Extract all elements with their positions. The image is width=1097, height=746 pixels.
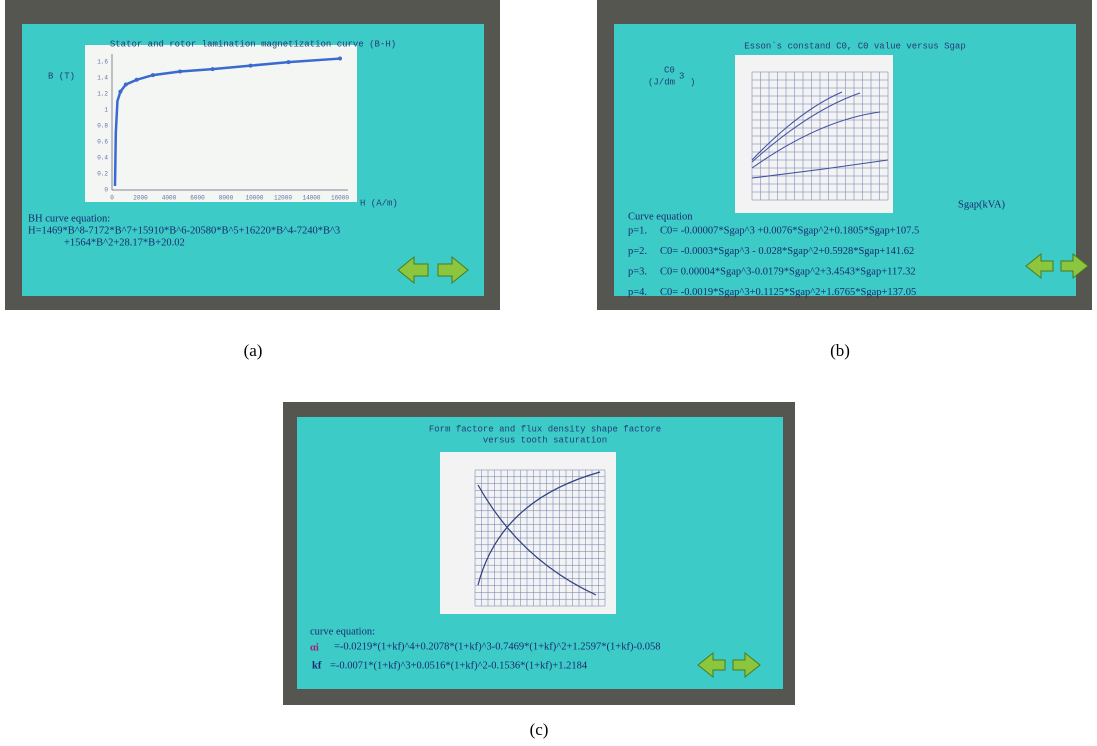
x-tick-label: 6000	[190, 195, 205, 202]
curve-point	[178, 70, 182, 74]
title: Esson`s constand C0, C0 value versus Sga…	[744, 41, 965, 51]
equation: H=1469*B^8-7172*B^7+15910*B^6-20580*B^5+…	[28, 225, 340, 236]
y-tick-label: 1.2	[97, 91, 108, 98]
caption: (c)	[530, 720, 549, 739]
equation-key: p=2.	[628, 246, 647, 257]
y-tick-label: 0.2	[97, 171, 108, 178]
equation-key: p=4.	[628, 287, 647, 298]
x-tick-label: 14000	[302, 195, 320, 202]
factor-plot	[475, 470, 605, 606]
title: versus tooth saturation	[483, 435, 607, 445]
plot-area	[440, 452, 616, 614]
y-tick-label: 1.4	[97, 75, 108, 82]
equation-heading: curve equation:	[310, 626, 375, 637]
equation-key: kf	[312, 660, 322, 671]
title: Form factore and flux density shape fact…	[429, 424, 661, 434]
y-tick-label: 0.4	[97, 155, 108, 162]
y-tick-label: 0.8	[97, 123, 108, 130]
equation-heading: Curve equation	[628, 211, 693, 222]
equation: C0= -0.00007*Sgap^3 +0.0076*Sgap^2+0.180…	[660, 225, 919, 236]
equation: C0= -0.0003*Sgap^3 - 0.028*Sgap^2+0.5928…	[660, 246, 914, 257]
curve-point	[124, 83, 128, 87]
equation: =-0.0219*(1+kf)^4+0.2078*(1+kf)^3-0.7469…	[334, 641, 661, 652]
y-tick-label: 0	[104, 187, 108, 194]
curve-point	[286, 60, 290, 64]
x-tick-label: 8000	[219, 195, 234, 202]
y-axis-unit-exponent: 3	[679, 71, 684, 81]
plot-area	[735, 55, 893, 213]
y-axis-label: B (T)	[48, 71, 75, 81]
x-axis-label: H (A/m)	[360, 198, 398, 208]
caption: (b)	[830, 341, 850, 360]
equation: +1564*B^2+28.17*B+20.02	[64, 237, 185, 248]
curve-point	[338, 57, 342, 61]
x-tick-label: 4000	[162, 195, 177, 202]
x-tick-label: 10000	[245, 195, 263, 202]
curve-point	[211, 67, 215, 71]
equation-key: p=3.	[628, 266, 647, 277]
equation: C0= -0.0019*Sgap^3+0.1125*Sgap^2+1.6765*…	[660, 287, 916, 298]
figure: Stator and rotor lamination magnetizatio…	[0, 0, 1097, 746]
curve-point	[151, 73, 155, 77]
equation-key: p=1.	[628, 225, 647, 236]
y-axis-unit: (J/dm	[648, 77, 675, 87]
x-tick-label: 16000	[331, 195, 349, 202]
y-tick-label: 1.6	[97, 59, 108, 66]
y-tick-label: 0.6	[97, 139, 108, 146]
caption: (a)	[244, 341, 263, 360]
curve-point	[135, 78, 139, 82]
equation: C0= 0.00004*Sgap^3-0.0179*Sgap^2+3.4543*…	[660, 266, 916, 277]
equation-heading: BH curve equation:	[28, 213, 110, 224]
x-tick-label: 0	[110, 195, 114, 202]
title: Stator and rotor lamination magnetizatio…	[110, 39, 396, 49]
curve-point	[118, 90, 122, 94]
curve-point	[249, 64, 253, 68]
x-tick-label: 2000	[133, 195, 148, 202]
x-tick-label: 12000	[274, 195, 292, 202]
x-axis-label: Sgap(kVA)	[958, 199, 1006, 210]
y-tick-label: 1	[104, 107, 108, 114]
y-axis-label: C0	[664, 65, 675, 75]
equation-key: αi	[310, 642, 319, 653]
equation: =-0.0071*(1+kf)^3+0.0516*(1+kf)^2-0.1536…	[330, 660, 588, 671]
y-axis-unit: )	[690, 77, 695, 87]
